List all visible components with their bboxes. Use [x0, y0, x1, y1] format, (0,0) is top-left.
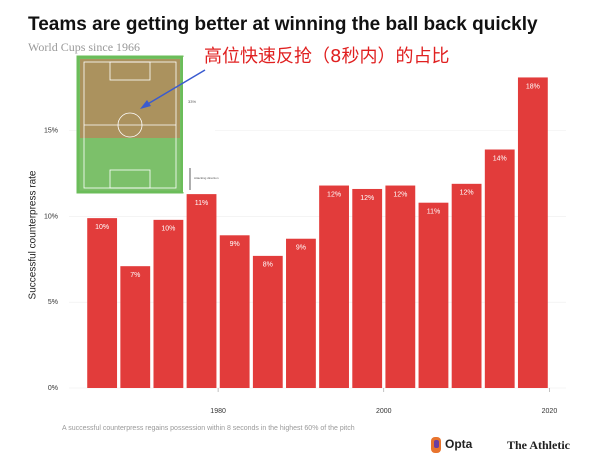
value-label: 7%: [130, 272, 140, 279]
bar: [120, 266, 151, 388]
annotation: 高位快速反抢（8秒内）的占比: [204, 46, 449, 67]
value-label: 9%: [296, 245, 306, 252]
bar: [186, 194, 217, 388]
bar: [484, 149, 515, 388]
y-tick-label: 10%: [44, 213, 58, 220]
value-label: 12%: [327, 191, 341, 198]
x-tick-label: 2020: [542, 408, 558, 415]
bar: [385, 185, 416, 388]
inset: 33% Attacking direction: [76, 55, 219, 194]
logo-text: Opta: [445, 437, 473, 451]
value-label: 11%: [427, 209, 441, 216]
opta-logo: Opta: [431, 437, 473, 453]
pitch-line: [117, 112, 143, 138]
y-tick-label: 15%: [44, 127, 58, 134]
y-axis-label: Successful counterpress rate: [28, 170, 39, 299]
logo-text: The Athletic: [507, 438, 571, 452]
value-label: 8%: [263, 262, 273, 269]
y-tick-label: 0%: [48, 385, 58, 392]
bar: [418, 202, 449, 388]
value-label: 9%: [230, 241, 240, 248]
bar: [517, 77, 548, 388]
bar: [219, 235, 250, 388]
bar: [153, 219, 184, 388]
note: A successful counterpress regains posses…: [62, 425, 355, 432]
pitch-zone: [80, 59, 180, 138]
value-label: 12%: [460, 190, 474, 197]
annotation-arrowhead: [140, 100, 151, 109]
value-label: 10%: [95, 224, 109, 231]
bar: [87, 218, 118, 388]
bar: [286, 238, 316, 388]
x-tick-label: 2000: [376, 408, 392, 415]
value-label: 11%: [195, 200, 209, 207]
bar: [451, 183, 482, 388]
logo-mark: [434, 440, 439, 448]
chart-subtitle: World Cups since 1966: [28, 40, 140, 54]
plot: 0% 5% 10% 15% 1980 2000 2020 10% 7% 10% 11% 9% 8% 9% 1…: [44, 77, 566, 415]
bar: [319, 185, 349, 388]
inset-panel: [183, 57, 215, 192]
pitch-line: [109, 61, 151, 81]
value-label: 14%: [493, 155, 507, 162]
value-label: 12%: [393, 191, 407, 198]
inset-label: 33%: [188, 99, 196, 104]
chart-title: Teams are getting better at winning the …: [28, 14, 538, 35]
bar: [352, 188, 383, 388]
value-label: 12%: [360, 195, 374, 202]
inset-label: Attacking direction: [194, 176, 219, 180]
annotation-arrow: [145, 69, 206, 106]
x-tick-label: 1980: [210, 408, 226, 415]
value-label: 10%: [161, 226, 175, 233]
y-tick-label: 5%: [48, 299, 58, 306]
bar: [252, 255, 283, 388]
pitch-line: [109, 169, 151, 189]
value-label: 18%: [526, 83, 540, 90]
